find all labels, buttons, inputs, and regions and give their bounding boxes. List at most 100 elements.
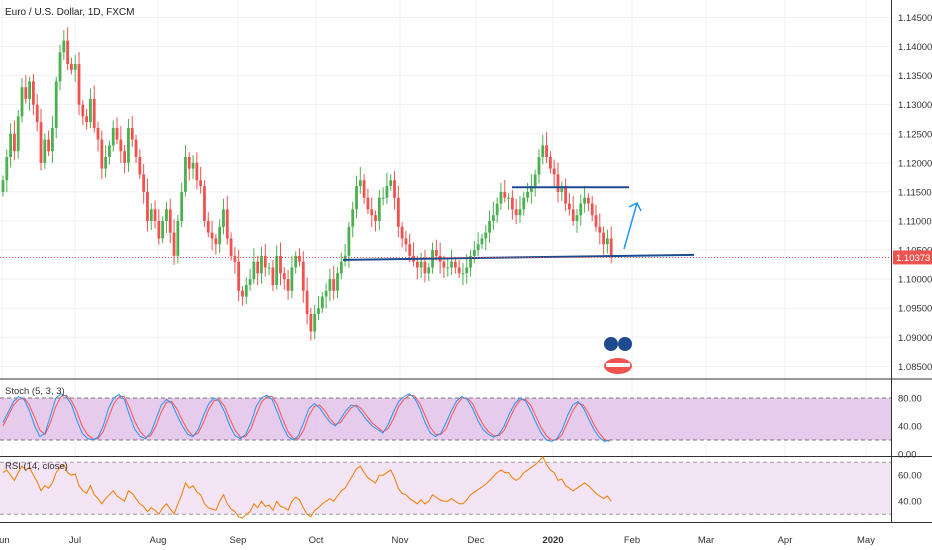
price-pane[interactable] [0, 27, 891, 341]
candle-body [469, 255, 472, 268]
rsi-pane[interactable] [0, 456, 891, 519]
candle-body [476, 244, 480, 251]
candle-body [282, 273, 286, 280]
candle-body [184, 157, 187, 192]
watermark-logo [604, 337, 632, 374]
candle-body [16, 116, 20, 152]
candle-body [529, 186, 533, 192]
time-axis-label: Jul [69, 535, 81, 546]
price-axis-label: 1.08500 [898, 362, 932, 373]
candle-body [446, 267, 450, 269]
candle-body [73, 63, 77, 70]
candle-body [96, 127, 100, 140]
price-axis-label: 1.11500 [898, 187, 932, 198]
candle-body [161, 220, 165, 239]
price-axis-label: 1.12000 [898, 158, 932, 169]
rsi-axis-label: 60.00 [898, 471, 922, 482]
candle-body [583, 197, 586, 204]
candle-body [20, 87, 24, 117]
candle-body [203, 186, 206, 221]
candle-body [176, 220, 180, 256]
candle-body [229, 238, 233, 256]
candle-body [415, 261, 419, 268]
candle-body [495, 203, 499, 216]
candle-body [385, 186, 389, 198]
candle-body [1, 180, 5, 192]
candle-body [514, 209, 518, 216]
candle-body [260, 255, 263, 274]
price-axis-label: 1.09500 [898, 304, 932, 315]
candle-body [533, 174, 537, 187]
time-axis-label: Aug [150, 535, 167, 546]
candle-body [222, 209, 225, 227]
price-axis-label: 1.12500 [898, 129, 932, 140]
candle-body [305, 290, 309, 315]
candle-body [355, 186, 358, 210]
candle-body [58, 52, 62, 82]
candle-body [191, 162, 195, 169]
candle-body [389, 180, 393, 187]
candle-body [54, 81, 58, 128]
candle-body [32, 81, 35, 105]
candle-body [507, 197, 510, 199]
candle-body [324, 290, 328, 297]
last-price-tag: 1.10373 [893, 250, 932, 265]
candle-body [92, 98, 96, 128]
candle-body [146, 191, 149, 221]
candle-body [43, 139, 47, 163]
candle-body [271, 267, 275, 285]
candle-body [138, 157, 142, 175]
candle-body [199, 180, 203, 187]
candle-body [408, 244, 412, 256]
candle-body [149, 209, 153, 221]
candle-body [332, 279, 336, 291]
candle-body [377, 197, 381, 221]
grid [0, 0, 932, 523]
candle-body [206, 220, 210, 233]
candle-body [172, 232, 176, 256]
time-axis-label: May [857, 535, 875, 546]
candle-body [263, 255, 267, 268]
candle-body [571, 209, 575, 221]
candle-body [24, 87, 28, 99]
candle-body [214, 238, 218, 245]
stoch-label: Stoch (5, 3, 3) [5, 386, 65, 397]
time-axis-label: Mar [698, 535, 714, 546]
candle-body [81, 104, 85, 117]
candle-body [605, 238, 609, 245]
logo-right-eye-icon [618, 337, 632, 351]
candle-body [328, 279, 332, 291]
candle-body [488, 220, 491, 233]
candle-body [548, 157, 552, 169]
stoch-axis-label: 80.00 [898, 394, 922, 405]
stoch-axis-label: 40.00 [898, 422, 922, 433]
time-axis[interactable]: Jun Jul Aug Sep Oct Nov Dec 2020 Feb Mar Apr May [0, 535, 875, 546]
stoch-axis-label: 0.00 [898, 450, 917, 461]
candle-body [286, 279, 290, 291]
price-axis-label: 1.14000 [898, 42, 932, 53]
candle-body [575, 215, 579, 221]
candle-body [579, 203, 583, 216]
candle-body [252, 261, 256, 280]
candle-body [461, 273, 465, 275]
candle-body [465, 267, 469, 274]
candle-body [123, 151, 127, 163]
candle-body [127, 127, 130, 163]
candle-body [298, 255, 301, 262]
candle-body [279, 255, 282, 274]
chart-title: Euro / U.S. Dollar, 1D, FXCM [5, 7, 134, 18]
candle-body [560, 186, 564, 192]
stoch-k-line [2, 393, 610, 442]
candle-body [336, 273, 339, 291]
arrow-head-icon [628, 201, 642, 212]
candle-body [89, 98, 92, 123]
stoch-pane[interactable] [0, 393, 891, 442]
price-axis-label: 1.13500 [898, 71, 932, 82]
time-axis-label: Sep [230, 535, 247, 546]
candle-body [484, 232, 488, 239]
candle-body [320, 296, 324, 309]
candle-body [586, 197, 590, 204]
candle-body [85, 116, 89, 123]
stoch-band [0, 398, 891, 440]
logo-teeth-icon [606, 363, 630, 367]
